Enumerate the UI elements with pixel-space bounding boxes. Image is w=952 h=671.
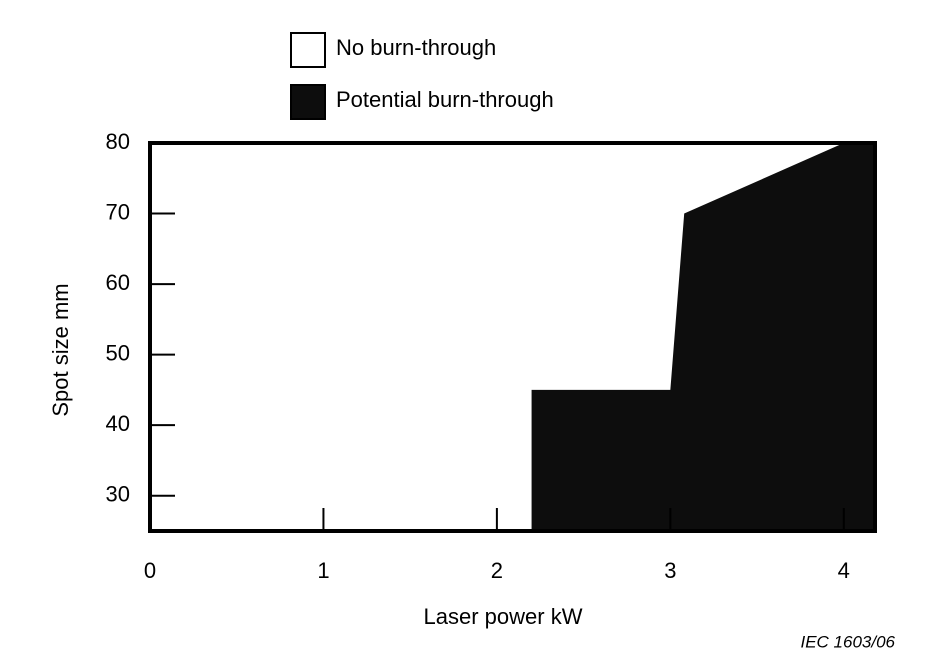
y-tick-label: 40 [106, 411, 130, 436]
y-tick-label: 50 [106, 340, 130, 365]
legend-swatch [290, 32, 326, 68]
y-tick-label: 80 [106, 129, 130, 154]
legend-label: Potential burn-through [336, 87, 554, 112]
area [531, 143, 875, 531]
x-axis-label: Laser power kW [424, 604, 583, 629]
plot-frame [148, 141, 877, 533]
x-tick-label: 4 [838, 558, 850, 583]
legend-label: No burn-through [336, 35, 496, 60]
y-axis-label: Spot size mm [48, 283, 73, 416]
y-tick-label: 30 [106, 482, 130, 507]
y-tick-label: 70 [106, 199, 130, 224]
legend-swatch [290, 84, 326, 120]
x-tick-label: 2 [491, 558, 503, 583]
x-tick-label: 0 [144, 558, 156, 583]
y-tick-label: 60 [106, 270, 130, 295]
annotation: IEC 1603/06 [800, 632, 895, 651]
x-tick-label: 1 [317, 558, 329, 583]
x-tick-label: 3 [664, 558, 676, 583]
